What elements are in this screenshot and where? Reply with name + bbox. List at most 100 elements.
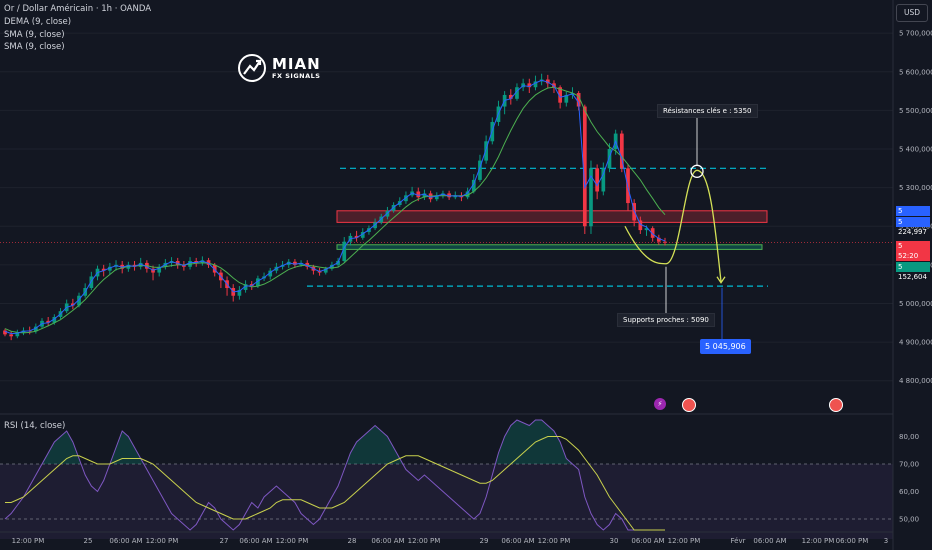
candle-body bbox=[619, 133, 624, 169]
price-gridlines bbox=[0, 32, 893, 382]
candle-body bbox=[545, 79, 550, 84]
time-tick-label: 12:00 PM bbox=[668, 537, 701, 545]
us-flag-icon-2[interactable] bbox=[829, 398, 843, 412]
candle-body bbox=[527, 83, 532, 88]
candle-body bbox=[595, 168, 599, 192]
candle-body bbox=[323, 268, 328, 273]
price-tick-label: 4 900,000 bbox=[899, 339, 932, 347]
candle-body bbox=[533, 81, 538, 88]
candle-body bbox=[200, 260, 205, 263]
candle-body bbox=[293, 261, 297, 265]
time-tick-label: 06:00 AM bbox=[109, 537, 142, 545]
rsi-line bbox=[4, 419, 665, 531]
candle-body bbox=[108, 266, 112, 271]
rsi-tick-label: 70,00 bbox=[899, 461, 919, 469]
candle-body bbox=[101, 268, 106, 271]
indicator-sma-label[interactable]: SMA (9, close) bbox=[4, 30, 65, 40]
support-price-tag: 5 152,604 bbox=[896, 262, 930, 281]
time-tick-label: 06:00 AM bbox=[501, 537, 534, 545]
candle-body bbox=[157, 266, 162, 273]
sma-price-tag: 5 224,997 bbox=[896, 217, 930, 236]
time-tick-label: 12:00 PM bbox=[802, 537, 835, 545]
candle-body bbox=[15, 332, 20, 337]
time-tick-label: 12:00 PM bbox=[12, 537, 45, 545]
event-flash-icon[interactable]: ⚡ bbox=[654, 398, 666, 410]
rsi-band bbox=[0, 464, 893, 539]
time-tick-label: 25 bbox=[84, 537, 93, 545]
candle-body bbox=[268, 270, 273, 277]
candle-body bbox=[354, 235, 359, 238]
logo-main-text: MIAN bbox=[272, 54, 321, 73]
countdown-tag: 52:20 bbox=[896, 251, 930, 261]
time-tick-label: 30 bbox=[610, 537, 619, 545]
candle-body bbox=[478, 160, 482, 180]
time-tick-label: 27 bbox=[220, 537, 229, 545]
candle-body bbox=[52, 316, 57, 323]
candle-body bbox=[515, 87, 519, 99]
time-tick-label: Févr bbox=[731, 537, 746, 545]
us-flag-icon[interactable] bbox=[682, 398, 696, 412]
candle-body bbox=[33, 326, 38, 332]
candle-body bbox=[416, 191, 421, 198]
projection-curve bbox=[624, 169, 722, 282]
candle-body bbox=[46, 320, 51, 323]
rsi-overbought-fill bbox=[5, 420, 665, 464]
price-tick-label: 5 700,000 bbox=[899, 30, 932, 38]
candle-body bbox=[508, 94, 513, 99]
candle-body bbox=[237, 289, 242, 296]
candle-body bbox=[206, 260, 211, 265]
candle-body bbox=[465, 191, 470, 198]
candle-body bbox=[342, 241, 347, 261]
candle-body bbox=[299, 262, 303, 265]
time-tick-label: 29 bbox=[480, 537, 489, 545]
candle-body bbox=[656, 237, 661, 242]
time-tick-label: 06:00 AM bbox=[371, 537, 404, 545]
candle-body bbox=[330, 264, 334, 269]
candle-body bbox=[9, 334, 14, 337]
projection-arrowhead bbox=[716, 276, 726, 284]
logo-sub-text: FX SIGNALS bbox=[272, 71, 321, 80]
candle-body bbox=[558, 87, 562, 103]
indicator-sma-label-2[interactable]: SMA (9, close) bbox=[4, 42, 65, 52]
rsi-background-band bbox=[0, 463, 893, 539]
candle-body bbox=[3, 330, 7, 335]
candle-body bbox=[194, 260, 199, 263]
support-zone bbox=[336, 244, 763, 250]
rsi-ma-line bbox=[5, 436, 665, 531]
time-tick-label: 3 bbox=[884, 537, 888, 545]
dema-price-tag: 5 224,997 bbox=[896, 206, 930, 225]
support-annotation[interactable]: Supports proches : 5090 bbox=[617, 313, 715, 327]
target-price-label[interactable]: 5 045,906 bbox=[700, 339, 751, 354]
price-tick-label: 5 000,000 bbox=[899, 300, 932, 308]
chart-title[interactable]: Or / Dollar Américain · 1h · OANDA bbox=[4, 4, 152, 14]
candle-body bbox=[212, 264, 217, 273]
candle-body bbox=[650, 228, 655, 238]
time-tick-label: 12:00 PM bbox=[276, 537, 309, 545]
price-tick-label: 5 400,000 bbox=[899, 146, 932, 154]
candle-body bbox=[243, 284, 248, 290]
time-tick-label: 12:00 PM bbox=[146, 537, 179, 545]
candle-body bbox=[644, 228, 649, 231]
time-tick-label: 06:00 PM bbox=[836, 537, 869, 545]
candle-body bbox=[589, 168, 593, 227]
indicator-dema-label[interactable]: DEMA (9, close) bbox=[4, 17, 72, 27]
candle-body bbox=[582, 106, 587, 227]
projection-path bbox=[624, 118, 726, 339]
candle-body bbox=[607, 149, 612, 169]
price-tick-label: 5 300,000 bbox=[899, 184, 932, 192]
resistance-zone bbox=[336, 210, 768, 223]
candle-body bbox=[138, 262, 143, 267]
candle-body bbox=[71, 303, 75, 306]
rsi-tick-label: 60,00 bbox=[899, 488, 919, 496]
currency-button[interactable]: USD bbox=[896, 4, 928, 22]
candle-body bbox=[77, 295, 81, 306]
candle-body bbox=[663, 241, 667, 243]
last-price-tag: 5 157,505 bbox=[896, 241, 930, 260]
resistance-annotation[interactable]: Résistances clés e : 5350 bbox=[657, 104, 758, 118]
candle-body bbox=[89, 276, 94, 289]
rsi-label[interactable]: RSI (14, close) bbox=[4, 421, 66, 431]
candle-body bbox=[434, 195, 439, 200]
logo-bull-icon bbox=[238, 54, 266, 82]
brand-logo: MIAN FX SIGNALS bbox=[236, 52, 321, 84]
